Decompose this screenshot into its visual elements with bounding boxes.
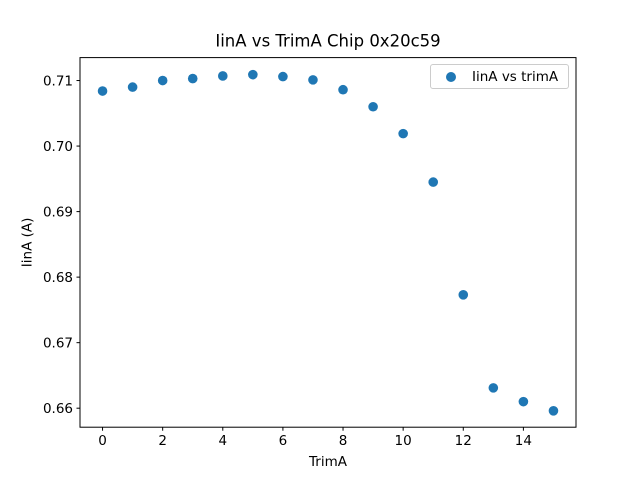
legend: IinA vs trimA <box>430 64 569 89</box>
y-tick-label: 0.71 <box>43 73 73 89</box>
x-tick-label: 6 <box>279 433 288 449</box>
y-axis-label: IinA (A) <box>20 218 36 268</box>
legend-marker-icon <box>446 71 456 82</box>
legend-label: IinA vs trimA <box>472 68 559 85</box>
plot-area-spines <box>79 57 577 428</box>
y-axis-ticks: 0.66 0.67 0.68 0.69 0.70 0.71 <box>43 73 80 417</box>
data-point <box>518 396 529 407</box>
data-point <box>97 86 108 96</box>
data-point <box>368 101 378 112</box>
data-point <box>548 406 559 416</box>
data-point <box>308 75 318 85</box>
data-point <box>217 71 228 81</box>
x-tick-label: 14 <box>515 433 532 449</box>
data-point <box>458 290 469 300</box>
y-tick-label: 0.66 <box>43 401 73 417</box>
y-tick-label: 0.69 <box>43 204 73 220</box>
data-point <box>428 177 439 187</box>
x-tick-label: 2 <box>158 433 167 449</box>
x-tick-label: 12 <box>455 433 472 449</box>
data-points <box>97 69 559 416</box>
chart-title: IinA vs TrimA Chip 0x20c59 <box>215 32 440 51</box>
x-axis-ticks: 0 2 4 6 8 10 12 14 <box>98 427 532 449</box>
data-point <box>338 84 348 95</box>
data-point <box>248 69 258 80</box>
data-point <box>157 75 168 86</box>
data-point <box>398 128 408 139</box>
y-tick-label: 0.68 <box>43 270 73 286</box>
y-tick-label: 0.70 <box>43 139 73 155</box>
data-point <box>127 82 138 92</box>
data-point <box>488 383 499 393</box>
data-point <box>187 73 198 84</box>
x-tick-label: 4 <box>218 433 227 449</box>
y-tick-label: 0.67 <box>43 335 73 351</box>
x-tick-label: 10 <box>395 433 412 449</box>
x-tick-label: 0 <box>98 433 107 449</box>
x-tick-label: 8 <box>339 433 348 449</box>
data-point <box>278 71 288 82</box>
x-axis-label: TrimA <box>308 454 348 470</box>
